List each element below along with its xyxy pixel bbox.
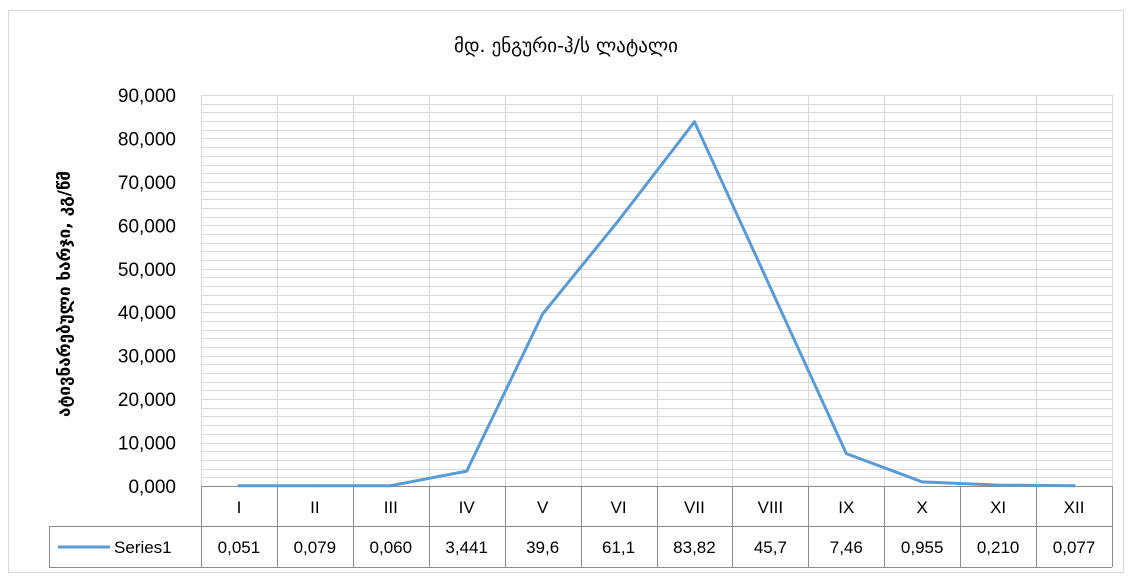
x-tick-label: III [384,498,398,517]
y-tick-label: 20,000 [118,390,176,411]
data-point [1072,484,1076,488]
data-point [617,219,621,223]
data-table-cell: 0,210 [977,538,1020,557]
y-tick-label: 10,000 [118,434,176,455]
data-point [313,484,317,488]
data-point [768,285,772,289]
data-table-cell: 0,077 [1053,538,1096,557]
axis-layer: 0,000 10,000 20,000 30,000 40,000 50,000 60,00… [118,86,176,498]
y-tick-label: 30,000 [118,347,176,368]
data-table-cell: 0,051 [218,538,261,557]
x-tick-label: II [310,498,319,517]
x-tick-label: V [537,498,549,517]
y-tick-label: 40,000 [118,303,176,324]
y-tick-label: 80,000 [118,129,176,150]
y-tick-label: 60,000 [118,216,176,237]
data-table-cell: 0,060 [370,538,413,557]
y-tick-label: 90,000 [118,86,176,107]
data-table-cell: 0,955 [901,538,944,557]
data-table-cell: 61,1 [602,538,635,557]
x-tick-label: VIII [758,498,784,517]
series-layer [237,120,1076,488]
data-table-cell: 7,46 [830,538,863,557]
x-tick-label: IV [459,498,476,517]
data-table-cell: 39,6 [526,538,559,557]
data-point [692,120,696,124]
chart-title: მდ. ენგური-ჰ/ს ლატალი [454,35,678,57]
y-tick-label: 50,000 [118,260,176,281]
legend-label: Series1 [114,538,172,557]
data-table-cell: 83,82 [673,538,716,557]
data-point [237,484,241,488]
x-tick-label: IX [838,498,854,517]
x-tick-label: I [237,498,242,517]
y-axis-label: ატივნარებული ხარჯი, კგ/წმ [55,171,75,417]
y-tick-label: 0,000 [128,477,176,498]
data-point [844,452,848,456]
x-tick-label: XII [1064,498,1085,517]
data-point [541,312,545,316]
data-table-cell: 45,7 [754,538,787,557]
x-tick-label: X [917,498,928,517]
data-point [389,484,393,488]
data-table-cell: 0,079 [294,538,337,557]
x-tick-label: VII [684,498,705,517]
data-point [465,469,469,473]
series-line [237,120,1076,488]
x-tick-label: VI [611,498,627,517]
data-point [920,480,924,484]
y-tick-label: 70,000 [118,173,176,194]
data-point [996,483,1000,487]
data-table-cell: 3,441 [445,538,488,557]
x-tick-label: XI [990,498,1006,517]
